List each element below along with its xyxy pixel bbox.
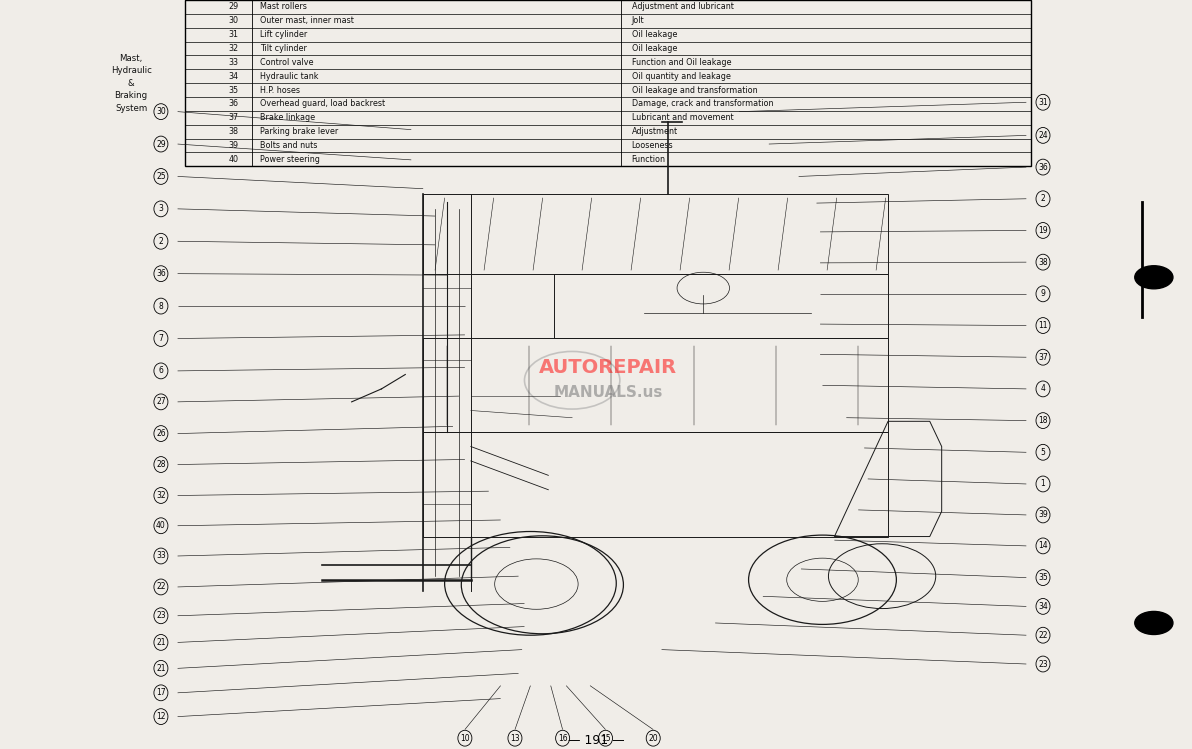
Text: 15: 15 — [601, 734, 610, 743]
Text: Parking brake lever: Parking brake lever — [260, 127, 339, 136]
Text: 39: 39 — [229, 141, 238, 150]
Text: 36: 36 — [229, 100, 238, 109]
Text: 27: 27 — [156, 398, 166, 407]
Text: Power steering: Power steering — [260, 155, 319, 164]
Text: 18: 18 — [1038, 416, 1048, 425]
Text: 22: 22 — [1038, 631, 1048, 640]
Text: 8: 8 — [159, 302, 163, 311]
Text: — 191 —: — 191 — — [567, 734, 625, 747]
Text: H.P. hoses: H.P. hoses — [260, 85, 300, 94]
Text: AUTOREPAIR: AUTOREPAIR — [539, 358, 677, 377]
Text: 13: 13 — [510, 734, 520, 743]
Text: Brake linkage: Brake linkage — [260, 113, 315, 122]
Text: 36: 36 — [156, 269, 166, 278]
Text: Mast rollers: Mast rollers — [260, 2, 308, 11]
Text: Bolts and nuts: Bolts and nuts — [260, 141, 317, 150]
Text: Function and Oil leakage: Function and Oil leakage — [632, 58, 731, 67]
Text: 3: 3 — [159, 204, 163, 213]
Text: 25: 25 — [156, 172, 166, 181]
Text: 35: 35 — [229, 85, 238, 94]
Text: 11: 11 — [1038, 321, 1048, 330]
Text: 19: 19 — [1038, 226, 1048, 235]
Text: Adjustment and lubricant: Adjustment and lubricant — [632, 2, 733, 11]
Text: 5: 5 — [1041, 448, 1045, 457]
Text: 20: 20 — [648, 734, 658, 743]
Text: Adjustment: Adjustment — [632, 127, 678, 136]
Circle shape — [1135, 611, 1173, 634]
Text: 14: 14 — [1038, 542, 1048, 551]
Text: 23: 23 — [156, 611, 166, 620]
Text: 1: 1 — [1041, 479, 1045, 488]
Text: 35: 35 — [1038, 573, 1048, 582]
Text: 32: 32 — [156, 491, 166, 500]
Text: 34: 34 — [229, 72, 238, 81]
Text: 22: 22 — [156, 583, 166, 592]
Text: 39: 39 — [1038, 510, 1048, 520]
Text: Mast,
Hydraulic
&
Braking
System: Mast, Hydraulic & Braking System — [111, 54, 151, 112]
Text: 38: 38 — [1038, 258, 1048, 267]
Text: 34: 34 — [1038, 602, 1048, 611]
Text: 40: 40 — [229, 155, 238, 164]
Text: Oil leakage: Oil leakage — [632, 44, 677, 53]
Text: 4: 4 — [1041, 384, 1045, 393]
Text: 37: 37 — [1038, 353, 1048, 362]
Text: Oil quantity and leakage: Oil quantity and leakage — [632, 72, 731, 81]
Text: 9: 9 — [1041, 289, 1045, 298]
Text: Hydraulic tank: Hydraulic tank — [260, 72, 318, 81]
Text: 16: 16 — [558, 734, 567, 743]
Text: 6: 6 — [159, 366, 163, 375]
Text: Tilt cylinder: Tilt cylinder — [260, 44, 308, 53]
Text: Lubricant and movement: Lubricant and movement — [632, 113, 733, 122]
Text: MANUALS.us: MANUALS.us — [553, 385, 663, 400]
Text: Jolt: Jolt — [632, 16, 644, 25]
Text: Overhead guard, load backrest: Overhead guard, load backrest — [260, 100, 385, 109]
Text: 33: 33 — [156, 551, 166, 560]
Text: 30: 30 — [156, 107, 166, 116]
Text: 23: 23 — [1038, 660, 1048, 669]
Text: 31: 31 — [229, 30, 238, 39]
Text: 33: 33 — [229, 58, 238, 67]
Text: 29: 29 — [156, 139, 166, 148]
Text: 37: 37 — [229, 113, 238, 122]
Text: 12: 12 — [156, 712, 166, 721]
Text: 21: 21 — [156, 638, 166, 647]
Text: 29: 29 — [229, 2, 238, 11]
Text: Control valve: Control valve — [260, 58, 313, 67]
Text: Damage, crack and transformation: Damage, crack and transformation — [632, 100, 774, 109]
Text: 28: 28 — [156, 460, 166, 469]
Text: 32: 32 — [229, 44, 238, 53]
Text: 21: 21 — [156, 664, 166, 673]
Text: 10: 10 — [460, 734, 470, 743]
Text: 7: 7 — [159, 334, 163, 343]
Text: 31: 31 — [1038, 98, 1048, 107]
Text: 40: 40 — [156, 521, 166, 530]
Text: 2: 2 — [159, 237, 163, 246]
Text: 17: 17 — [156, 688, 166, 697]
Text: 24: 24 — [1038, 131, 1048, 140]
Text: 26: 26 — [156, 429, 166, 438]
Text: Oil leakage and transformation: Oil leakage and transformation — [632, 85, 757, 94]
Circle shape — [1135, 266, 1173, 289]
Text: Oil leakage: Oil leakage — [632, 30, 677, 39]
Text: Function: Function — [632, 155, 665, 164]
Text: 38: 38 — [229, 127, 238, 136]
Text: 36: 36 — [1038, 163, 1048, 172]
Text: Lift cylinder: Lift cylinder — [260, 30, 308, 39]
Text: Outer mast, inner mast: Outer mast, inner mast — [260, 16, 354, 25]
Text: 30: 30 — [229, 16, 238, 25]
Text: Looseness: Looseness — [632, 141, 673, 150]
Text: 2: 2 — [1041, 194, 1045, 203]
